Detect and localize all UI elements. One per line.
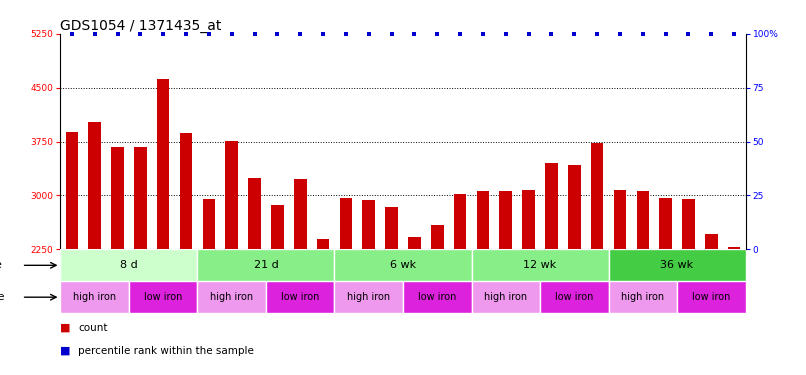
Bar <box>613 190 626 249</box>
Text: 8 d: 8 d <box>120 260 138 270</box>
Bar <box>111 147 124 249</box>
Bar <box>180 133 193 249</box>
Text: low iron: low iron <box>692 292 730 302</box>
Text: high iron: high iron <box>73 292 116 302</box>
Text: high iron: high iron <box>347 292 390 302</box>
Bar <box>197 281 266 313</box>
Text: high iron: high iron <box>484 292 527 302</box>
Bar <box>728 247 741 249</box>
Bar <box>522 190 535 249</box>
Bar <box>408 237 421 249</box>
Bar <box>363 200 375 249</box>
Text: age: age <box>0 260 2 270</box>
Text: 6 wk: 6 wk <box>390 260 416 270</box>
Bar <box>609 249 746 281</box>
Bar <box>294 179 306 249</box>
Bar <box>248 177 261 249</box>
Bar <box>609 281 677 313</box>
Text: percentile rank within the sample: percentile rank within the sample <box>78 346 254 355</box>
Bar <box>403 281 472 313</box>
Bar <box>197 249 334 281</box>
Bar <box>129 281 197 313</box>
Text: low iron: low iron <box>144 292 182 302</box>
Bar <box>89 122 101 249</box>
Text: 12 wk: 12 wk <box>523 260 557 270</box>
Bar <box>157 79 169 249</box>
Bar <box>134 147 147 249</box>
Bar <box>339 198 352 249</box>
Bar <box>317 238 330 249</box>
Bar <box>60 281 129 313</box>
Text: 21 d: 21 d <box>254 260 278 270</box>
Bar <box>545 163 558 249</box>
Text: high iron: high iron <box>210 292 253 302</box>
Bar <box>637 191 649 249</box>
Bar <box>472 281 540 313</box>
Bar <box>334 281 403 313</box>
Bar <box>705 234 717 249</box>
Bar <box>472 249 609 281</box>
Text: low iron: low iron <box>555 292 593 302</box>
Bar <box>476 191 489 249</box>
Bar <box>431 225 443 249</box>
Bar <box>65 132 78 249</box>
Bar <box>226 141 238 249</box>
Bar <box>568 165 580 249</box>
Text: low iron: low iron <box>418 292 456 302</box>
Bar <box>677 281 746 313</box>
Text: ■: ■ <box>60 323 71 333</box>
Bar <box>591 143 604 249</box>
Text: high iron: high iron <box>621 292 664 302</box>
Bar <box>271 205 284 249</box>
Bar <box>500 191 512 249</box>
Text: dose: dose <box>0 292 5 302</box>
Text: GDS1054 / 1371435_at: GDS1054 / 1371435_at <box>60 19 222 33</box>
Bar <box>540 281 609 313</box>
Text: ■: ■ <box>60 346 71 355</box>
Bar <box>334 249 472 281</box>
Text: low iron: low iron <box>281 292 319 302</box>
Bar <box>682 199 695 249</box>
Bar <box>266 281 334 313</box>
Bar <box>60 249 197 281</box>
Bar <box>385 207 398 249</box>
Text: count: count <box>78 323 108 333</box>
Bar <box>202 199 215 249</box>
Text: 36 wk: 36 wk <box>660 260 694 270</box>
Bar <box>454 194 467 249</box>
Bar <box>659 198 672 249</box>
